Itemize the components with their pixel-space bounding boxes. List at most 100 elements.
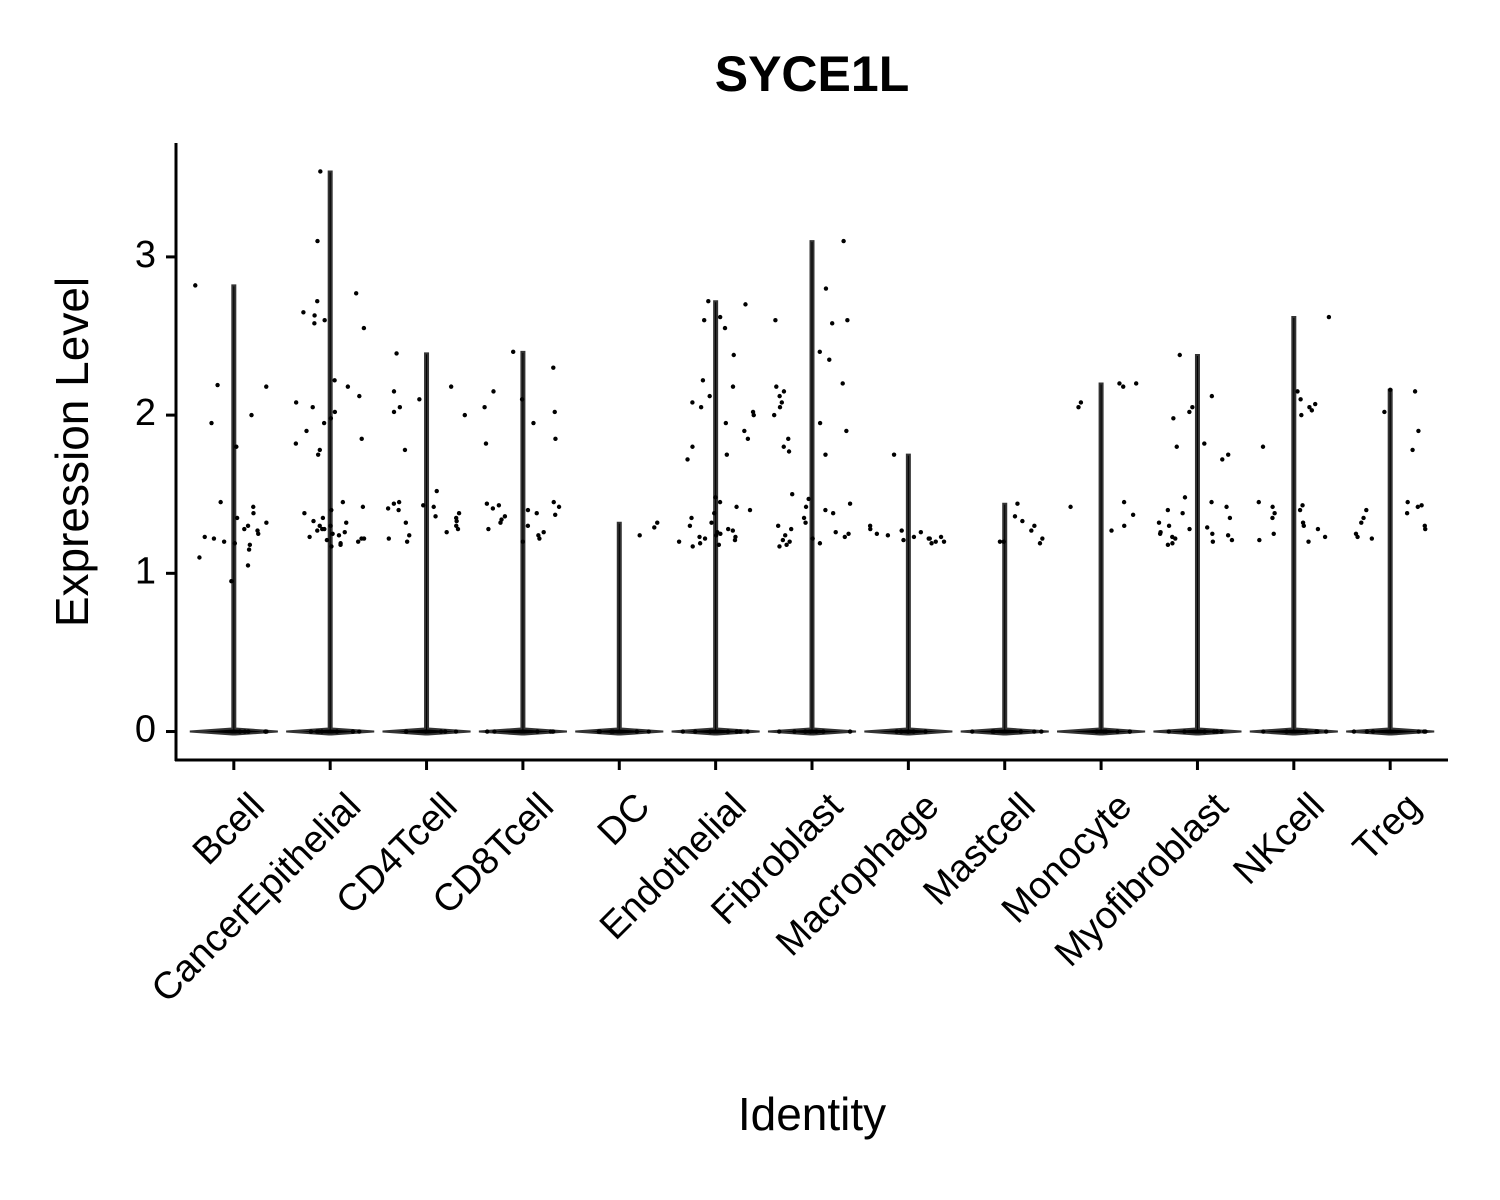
point <box>232 541 238 546</box>
point <box>774 384 779 389</box>
point <box>792 729 797 734</box>
point <box>431 504 436 510</box>
point <box>1202 729 1207 734</box>
point <box>933 539 938 544</box>
point <box>1174 444 1179 449</box>
point <box>417 397 422 402</box>
point <box>510 349 516 355</box>
point <box>690 544 695 549</box>
point <box>255 528 260 533</box>
point <box>742 428 747 434</box>
point <box>724 452 730 457</box>
point <box>537 536 542 541</box>
point <box>548 729 553 734</box>
point <box>264 384 269 389</box>
point <box>709 520 714 525</box>
point <box>552 409 557 415</box>
point <box>841 238 846 244</box>
point <box>773 317 778 323</box>
point <box>911 729 916 734</box>
point <box>502 514 508 519</box>
point <box>609 729 614 734</box>
point <box>329 507 334 513</box>
point <box>1364 729 1370 734</box>
point <box>1361 515 1366 521</box>
point <box>1171 416 1176 421</box>
point <box>342 529 347 535</box>
x-axis-label: Identity <box>738 1088 886 1140</box>
point <box>743 302 748 307</box>
point <box>197 555 202 560</box>
point <box>1210 539 1216 544</box>
point <box>498 520 503 525</box>
point <box>1187 409 1192 415</box>
point <box>823 452 828 457</box>
point <box>556 504 562 510</box>
point <box>1127 729 1133 734</box>
point <box>317 447 323 453</box>
point <box>1173 536 1178 541</box>
point <box>482 405 487 410</box>
point <box>551 365 556 370</box>
point <box>1115 729 1120 734</box>
violin <box>960 502 1049 736</box>
point <box>786 449 792 454</box>
point <box>237 729 242 734</box>
point <box>894 729 899 734</box>
point <box>407 533 412 538</box>
point <box>777 544 782 549</box>
point <box>1405 499 1410 505</box>
point <box>1177 352 1182 358</box>
point <box>329 544 334 549</box>
point <box>1271 531 1276 536</box>
point <box>404 539 410 544</box>
point <box>775 523 781 529</box>
point <box>997 539 1003 544</box>
point <box>706 299 711 304</box>
point <box>788 526 794 532</box>
point <box>713 495 718 500</box>
point <box>336 533 342 538</box>
point <box>1270 504 1275 510</box>
point <box>1209 499 1214 505</box>
point <box>1220 457 1225 462</box>
point <box>438 729 444 734</box>
point <box>745 729 750 734</box>
point <box>698 405 704 410</box>
point <box>821 729 826 734</box>
point <box>1309 408 1315 413</box>
point <box>553 512 558 517</box>
point <box>806 496 811 502</box>
point <box>1166 523 1172 529</box>
x-tick-label: Myofibroblast <box>1047 785 1237 975</box>
point <box>697 541 703 546</box>
point <box>221 539 227 544</box>
point <box>1227 515 1233 521</box>
point <box>685 457 690 462</box>
point <box>1226 452 1231 457</box>
point <box>1229 537 1235 543</box>
point <box>847 501 853 506</box>
point <box>1382 409 1387 415</box>
point <box>322 317 327 323</box>
point <box>1326 314 1332 320</box>
point <box>246 547 252 552</box>
point <box>1410 447 1415 453</box>
point <box>245 563 251 568</box>
point <box>1307 405 1312 410</box>
point <box>689 515 694 521</box>
point <box>229 579 234 584</box>
point <box>1165 507 1171 513</box>
point <box>433 514 438 519</box>
point <box>293 400 299 405</box>
point <box>246 729 251 734</box>
point <box>357 729 362 734</box>
violin <box>1153 353 1242 736</box>
point <box>777 405 783 410</box>
point <box>911 534 917 540</box>
point <box>801 515 807 521</box>
point <box>810 536 815 541</box>
point <box>830 511 836 516</box>
point <box>1423 729 1428 734</box>
point <box>462 412 467 418</box>
